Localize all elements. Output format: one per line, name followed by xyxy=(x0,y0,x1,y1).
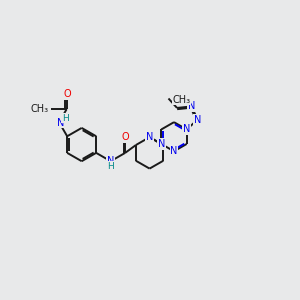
Text: O: O xyxy=(64,89,71,100)
Text: O: O xyxy=(122,132,129,142)
Text: H: H xyxy=(62,114,69,123)
Text: CH₃: CH₃ xyxy=(31,103,49,114)
Text: CH₃: CH₃ xyxy=(173,94,191,105)
Text: N: N xyxy=(183,124,190,134)
Text: H: H xyxy=(107,162,114,171)
Text: N: N xyxy=(146,132,153,142)
Text: N: N xyxy=(107,156,114,166)
Text: N: N xyxy=(170,146,178,156)
Text: N: N xyxy=(188,101,195,111)
Text: N: N xyxy=(56,118,64,128)
Text: N: N xyxy=(194,115,201,125)
Text: N: N xyxy=(158,139,165,149)
